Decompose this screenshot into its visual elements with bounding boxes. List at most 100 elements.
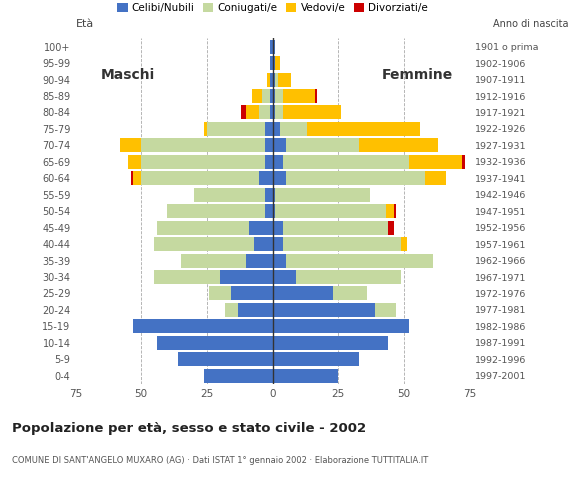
Bar [273, 336, 388, 350]
Bar [209, 287, 230, 300]
Bar [276, 204, 386, 218]
Bar [264, 122, 273, 136]
Bar [252, 89, 262, 103]
Bar [286, 171, 425, 185]
Bar [157, 221, 249, 235]
Bar [315, 89, 317, 103]
Text: Anno di nascita: Anno di nascita [494, 19, 569, 28]
Bar [264, 155, 273, 169]
Bar [307, 122, 420, 136]
Bar [388, 221, 394, 235]
Bar [273, 40, 275, 54]
Bar [154, 270, 220, 284]
Bar [168, 204, 264, 218]
Bar [194, 188, 264, 202]
Bar [283, 237, 401, 251]
Bar [204, 369, 273, 383]
Bar [130, 171, 133, 185]
Bar [273, 287, 333, 300]
Bar [394, 204, 396, 218]
Bar [207, 122, 264, 136]
Bar [276, 56, 281, 70]
Bar [273, 270, 296, 284]
Bar [286, 253, 433, 267]
Bar [281, 122, 307, 136]
Bar [270, 106, 273, 120]
Bar [178, 352, 273, 366]
Bar [254, 237, 273, 251]
Bar [204, 122, 207, 136]
Bar [273, 138, 286, 152]
Bar [267, 72, 270, 86]
Bar [133, 319, 273, 334]
Bar [283, 155, 409, 169]
Bar [141, 171, 259, 185]
Bar [264, 138, 273, 152]
Text: COMUNE DI SANT'ANGELO MUXARO (AG) · Dati ISTAT 1° gennaio 2002 · Elaborazione TU: COMUNE DI SANT'ANGELO MUXARO (AG) · Dati… [12, 456, 428, 465]
Text: Femmine: Femmine [382, 68, 453, 82]
Bar [276, 106, 283, 120]
Bar [273, 72, 275, 86]
Bar [225, 303, 238, 317]
Bar [386, 204, 394, 218]
Text: Età: Età [75, 19, 93, 28]
Bar [157, 336, 273, 350]
Bar [273, 221, 283, 235]
Text: Maschi: Maschi [101, 68, 155, 82]
Bar [259, 171, 273, 185]
Bar [154, 237, 254, 251]
Bar [246, 106, 259, 120]
Bar [120, 138, 141, 152]
Bar [273, 352, 360, 366]
Bar [141, 155, 264, 169]
Bar [286, 138, 360, 152]
Bar [264, 188, 273, 202]
Bar [264, 204, 273, 218]
Bar [273, 253, 286, 267]
Bar [283, 106, 341, 120]
Bar [128, 155, 141, 169]
Bar [246, 253, 273, 267]
Bar [273, 155, 283, 169]
Bar [273, 319, 409, 334]
Bar [273, 89, 275, 103]
Bar [273, 237, 283, 251]
Bar [133, 171, 141, 185]
Bar [141, 138, 264, 152]
Bar [462, 155, 465, 169]
Bar [273, 303, 375, 317]
Bar [270, 56, 273, 70]
Bar [276, 72, 278, 86]
Bar [249, 221, 273, 235]
Bar [273, 204, 275, 218]
Bar [278, 72, 291, 86]
Bar [180, 253, 246, 267]
Bar [270, 72, 273, 86]
Bar [425, 171, 446, 185]
Bar [375, 303, 396, 317]
Bar [273, 56, 275, 70]
Bar [276, 188, 370, 202]
Bar [333, 287, 367, 300]
Bar [238, 303, 273, 317]
Bar [220, 270, 273, 284]
Bar [241, 106, 246, 120]
Bar [273, 369, 338, 383]
Bar [296, 270, 401, 284]
Text: Popolazione per età, sesso e stato civile - 2002: Popolazione per età, sesso e stato civil… [12, 422, 366, 435]
Bar [273, 106, 275, 120]
Bar [230, 287, 273, 300]
Bar [270, 89, 273, 103]
Bar [259, 106, 270, 120]
Bar [283, 89, 315, 103]
Bar [276, 89, 283, 103]
Bar [360, 138, 438, 152]
Bar [273, 171, 286, 185]
Bar [283, 221, 388, 235]
Bar [273, 122, 281, 136]
Bar [409, 155, 462, 169]
Bar [270, 40, 273, 54]
Bar [262, 89, 270, 103]
Bar [401, 237, 407, 251]
Bar [273, 188, 275, 202]
